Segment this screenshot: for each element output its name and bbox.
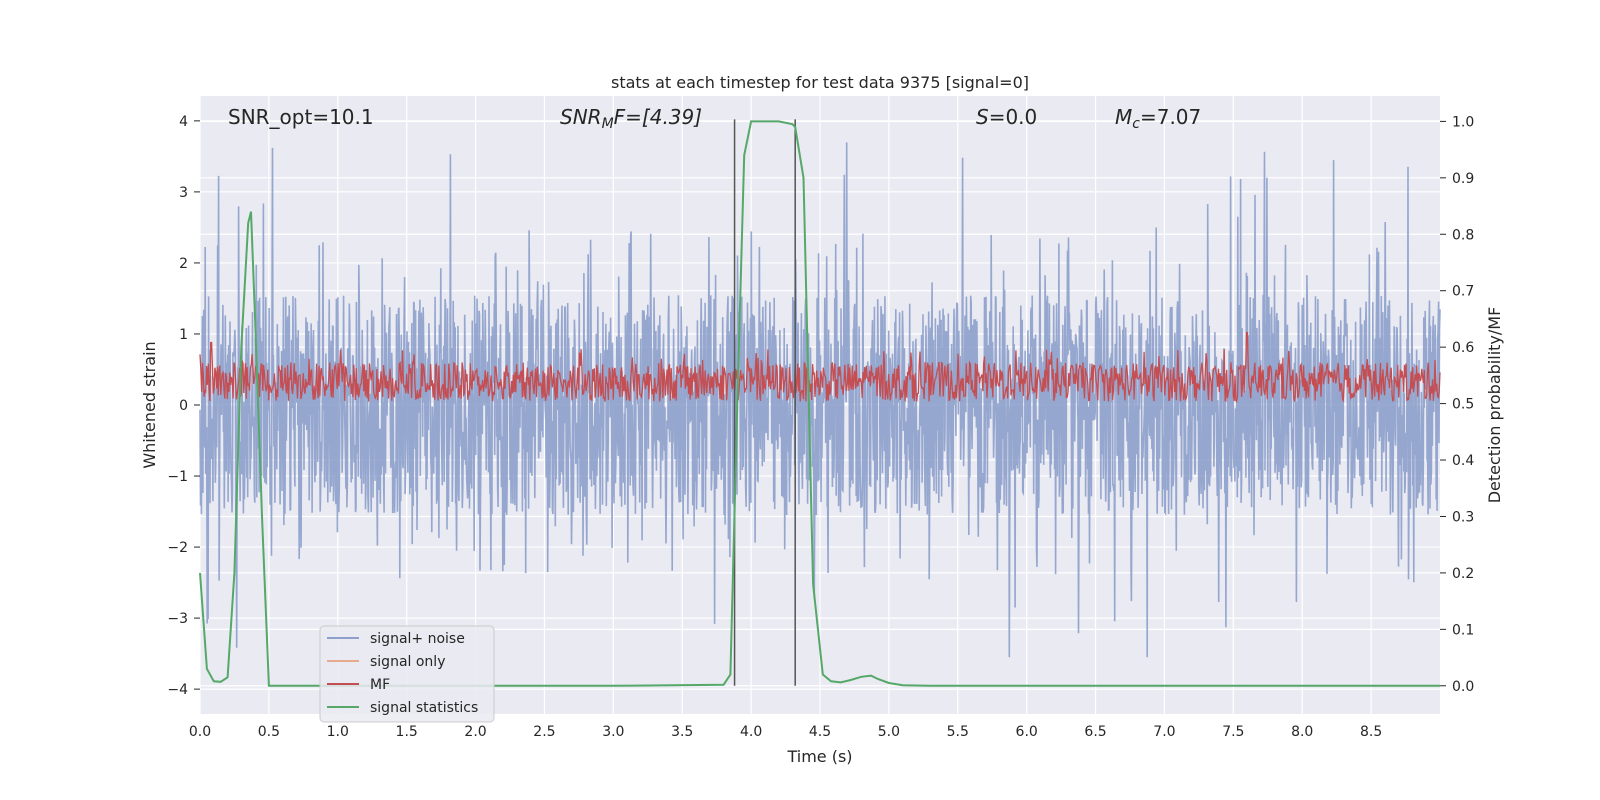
y-right-tick-labels: 0.0 0.1 0.2 0.3 0.4 0.5 0.6 0.7 0.8 0.9 1.0 (1440, 114, 1474, 695)
chart-title: stats at each timestep for test data 937… (611, 73, 1029, 92)
mc-annotation: Mc=7.07 (1115, 105, 1201, 132)
snr-mf-annotation: SNRMF=[4.39] (560, 105, 702, 132)
x-tick-labels: 0.0 0.5 1.0 1.5 2.0 2.5 3.0 3.5 4.0 4.5 5.0 5.5 6.0 6… (189, 724, 1382, 740)
y-left-tick-label: −4 (167, 682, 188, 698)
y-left-tick-label: 1 (179, 327, 188, 343)
y-left-axis-label: Whitened strain (140, 341, 159, 468)
x-tick-label: 7.0 (1153, 724, 1175, 740)
x-tick-label: 6.0 (1016, 724, 1038, 740)
y-right-tick-label: 0.5 (1452, 397, 1474, 413)
y-left-tick-label: 2 (179, 256, 188, 272)
x-tick-label: 3.0 (602, 724, 624, 740)
y-right-tick-label: 0.9 (1452, 171, 1474, 187)
signal-noise-line (199, 142, 1441, 658)
legend-label-stat: signal statistics (370, 700, 478, 716)
s-annotation: S=0.0 (976, 105, 1037, 129)
y-left-tick-label: −2 (167, 540, 188, 556)
y-right-tick-label: 0.0 (1452, 679, 1474, 695)
x-tick-label: 5.5 (947, 724, 969, 740)
y-left-tick-label: −1 (167, 469, 188, 485)
y-right-tick-label: 0.4 (1452, 453, 1474, 469)
signal-noise-series (199, 142, 1441, 658)
x-tick-label: 8.0 (1291, 724, 1313, 740)
x-tick-label: 3.5 (671, 724, 693, 740)
y-right-tick-label: 0.1 (1452, 622, 1474, 638)
y-right-tick-label: 0.6 (1452, 340, 1474, 356)
y-right-tick-label: 0.7 (1452, 284, 1474, 300)
x-tick-label: 6.5 (1084, 724, 1106, 740)
y-right-tick-label: 0.2 (1452, 566, 1474, 582)
y-left-tick-label: 3 (179, 185, 188, 201)
x-tick-label: 5.0 (878, 724, 900, 740)
x-tick-label: 1.0 (327, 724, 349, 740)
y-left-tick-label: 4 (179, 114, 188, 130)
snr-opt-annotation: SNR_opt=10.1 (228, 105, 374, 129)
x-tick-label: 4.5 (809, 724, 831, 740)
x-tick-label: 0.5 (258, 724, 280, 740)
legend-label-noise: signal+ noise (370, 631, 465, 647)
y-left-tick-label: −3 (167, 611, 188, 627)
mf-line (199, 331, 1441, 404)
legend-box (319, 625, 495, 723)
signal-statistics-line (199, 120, 1440, 687)
vertical-markers (733, 119, 796, 686)
y-right-axis-label: Detection probability/MF (1485, 307, 1504, 504)
y-left-tick-labels: −4 −3 −2 −1 0 1 2 3 4 (167, 114, 200, 698)
y-left-tick-label: 0 (179, 398, 188, 414)
x-tick-label: 8.5 (1360, 724, 1382, 740)
x-tick-label: 0.0 (189, 724, 211, 740)
legend-label-signal: signal only (370, 654, 445, 670)
x-tick-label: 2.0 (464, 724, 486, 740)
signal-statistics-series (199, 120, 1440, 687)
mf-series (199, 331, 1441, 404)
x-tick-label: 7.5 (1222, 724, 1244, 740)
y-right-tick-label: 0.8 (1452, 227, 1474, 243)
y-right-tick-label: 1.0 (1452, 114, 1474, 130)
legend: signal+ noise signal only MF signal stat… (319, 625, 495, 723)
y-right-tick-label: 0.3 (1452, 509, 1474, 525)
x-tick-label: 1.5 (396, 724, 418, 740)
x-tick-label: 2.5 (533, 724, 555, 740)
legend-label-mf: MF (370, 677, 390, 693)
x-axis-label: Time (s) (786, 747, 852, 766)
x-tick-label: 4.0 (740, 724, 762, 740)
